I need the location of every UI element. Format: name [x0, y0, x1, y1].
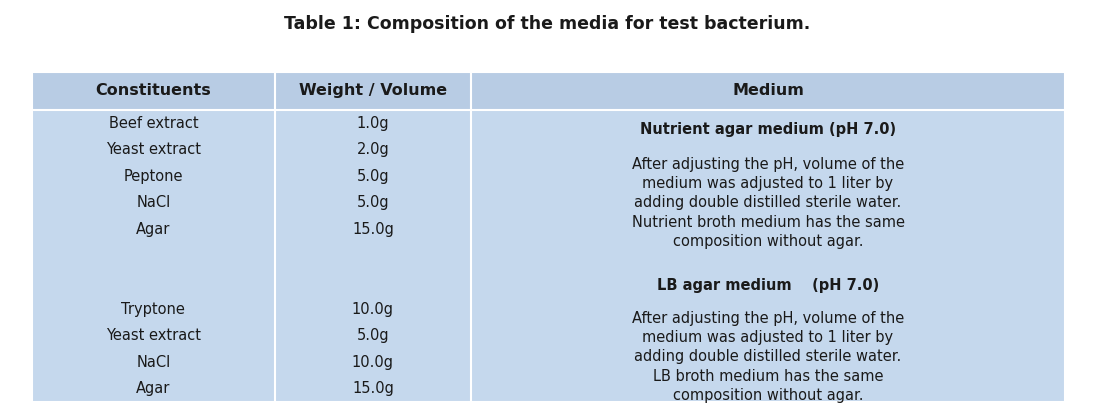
Text: 10.0g: 10.0g [351, 302, 394, 317]
Text: Nutrient agar medium (pH 7.0): Nutrient agar medium (pH 7.0) [639, 122, 896, 137]
Text: 15.0g: 15.0g [351, 222, 394, 237]
Bar [32, 72, 1065, 110]
Text: 2.0g: 2.0g [357, 142, 389, 157]
Text: Beef extract: Beef extract [108, 116, 198, 131]
Text: After adjusting the pH, volume of the
medium was adjusted to 1 liter by
adding d: After adjusting the pH, volume of the me… [632, 157, 904, 249]
Text: Tryptone: Tryptone [122, 302, 185, 317]
Text: 15.0g: 15.0g [351, 381, 394, 396]
Text: 10.0g: 10.0g [351, 355, 394, 370]
Text: 5.0g: 5.0g [357, 328, 389, 343]
Text: Peptone: Peptone [124, 169, 183, 184]
Bar [32, 110, 1065, 402]
Text: Agar: Agar [136, 381, 171, 396]
Text: NaCl: NaCl [136, 195, 171, 211]
Text: Constituents: Constituents [95, 84, 211, 98]
Text: Medium: Medium [733, 84, 804, 98]
Text: Agar: Agar [136, 222, 171, 237]
Text: Yeast extract: Yeast extract [106, 328, 200, 343]
Text: NaCl: NaCl [136, 355, 171, 370]
Text: LB agar medium    (pH 7.0): LB agar medium (pH 7.0) [657, 278, 879, 293]
Text: Yeast extract: Yeast extract [106, 142, 200, 157]
Text: After adjusting the pH, volume of the
medium was adjusted to 1 liter by
adding d: After adjusting the pH, volume of the me… [632, 311, 904, 403]
Text: 5.0g: 5.0g [357, 195, 389, 211]
Text: Weight / Volume: Weight / Volume [299, 84, 447, 98]
Text: 5.0g: 5.0g [357, 169, 389, 184]
Text: Table 1: Composition of the media for test bacterium.: Table 1: Composition of the media for te… [285, 15, 810, 33]
Text: 1.0g: 1.0g [357, 116, 389, 131]
